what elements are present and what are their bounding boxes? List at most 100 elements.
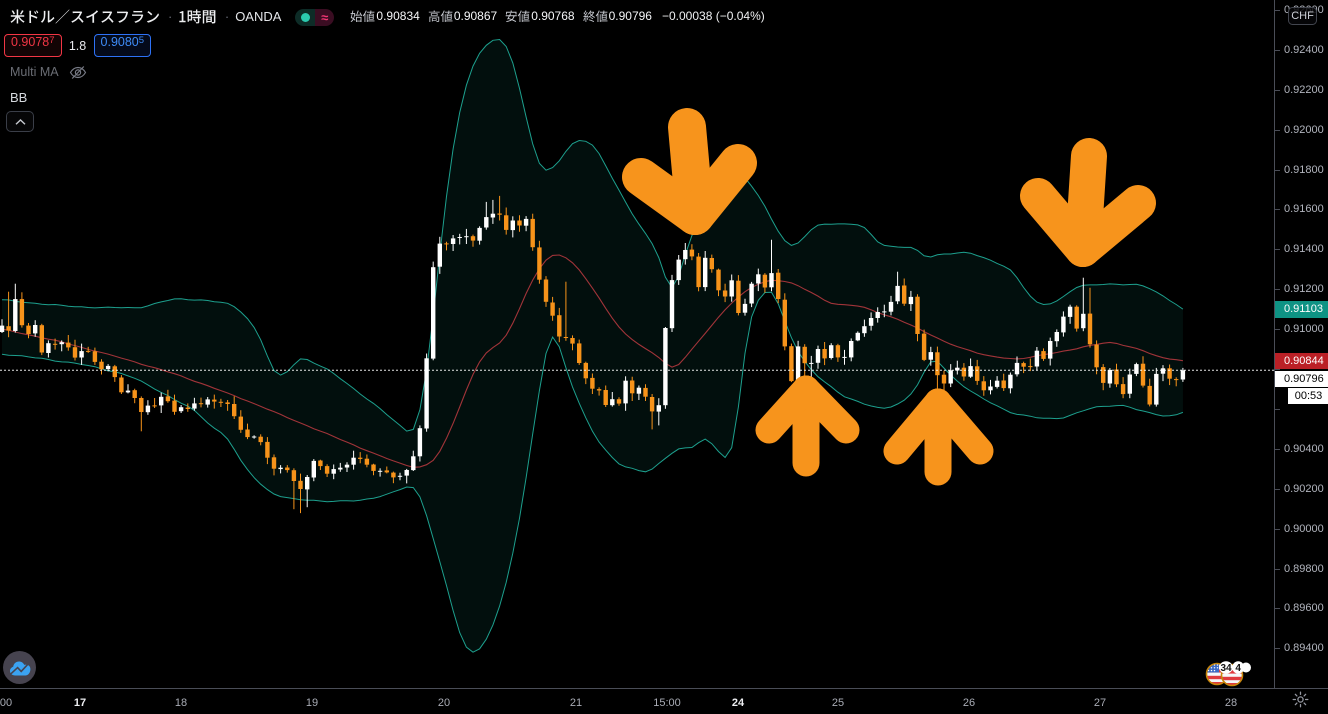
candle-body	[769, 273, 774, 288]
candle-body	[643, 387, 648, 397]
candle-body	[172, 400, 177, 412]
price-axis[interactable]: 0.926000.924000.922000.920000.918000.916…	[1274, 0, 1328, 688]
legend-collapse-button[interactable]	[6, 111, 34, 132]
price-tick	[1275, 408, 1280, 410]
candle-body	[961, 367, 967, 377]
candle-body	[132, 390, 137, 398]
candle-body	[888, 301, 894, 312]
candle-body	[165, 396, 171, 402]
candle-body	[431, 267, 436, 359]
candle-body	[523, 218, 529, 226]
candle-body	[762, 274, 768, 288]
candle-body	[921, 333, 927, 360]
eye-hidden-icon[interactable]	[69, 65, 87, 80]
approx-data-icon: ≈	[314, 8, 335, 26]
candle-body	[318, 460, 323, 467]
separator-dot: ·	[168, 8, 173, 24]
price-tick	[1275, 169, 1280, 171]
candle-body	[676, 259, 681, 281]
candle-body	[689, 249, 695, 257]
candle-body	[570, 338, 575, 344]
candle-body	[218, 401, 224, 403]
candle-body	[258, 436, 263, 443]
candle-body	[543, 279, 549, 302]
candle-body	[1074, 306, 1079, 329]
time-label: 18	[174, 697, 188, 709]
candle-body	[377, 470, 383, 472]
candle-body	[384, 470, 389, 473]
time-label: 17	[73, 697, 87, 709]
candle-body	[490, 213, 496, 218]
candle-body	[13, 299, 18, 331]
candle-body	[1180, 370, 1186, 380]
arrow-down-annotation[interactable]	[1020, 138, 1156, 267]
candle-body	[882, 311, 887, 313]
exchange-name[interactable]: OANDA	[235, 8, 282, 24]
candle-body	[424, 358, 429, 429]
candle-body	[1174, 379, 1179, 381]
price-label: 0.90400	[1284, 442, 1324, 455]
currency-toggle-button[interactable]: CHF	[1288, 6, 1317, 25]
candle-body	[1101, 367, 1106, 383]
arrow-up-annotation[interactable]	[755, 375, 860, 477]
candle-body	[19, 299, 25, 326]
candle-body	[159, 396, 164, 406]
candle-body	[205, 399, 210, 405]
candle-body	[225, 402, 230, 404]
candle-body	[437, 243, 442, 267]
candle-body	[79, 351, 84, 358]
arrow-up-annotation[interactable]	[883, 388, 994, 486]
candle-body	[1087, 313, 1093, 345]
candle-body	[955, 367, 960, 371]
price-tick	[1275, 528, 1280, 530]
candle-body	[1154, 373, 1159, 405]
candle-body	[99, 361, 104, 370]
settings-gear-icon[interactable]	[1292, 691, 1309, 708]
candle-body	[590, 377, 595, 389]
candle-body	[1134, 364, 1139, 374]
price-label: 0.90000	[1284, 522, 1324, 535]
indicator-legend: Multi MA BB	[10, 64, 87, 106]
economic-events-badge[interactable]: 34 4	[1202, 651, 1254, 687]
arrow-down-annotation[interactable]	[622, 108, 757, 235]
price-label: 0.89600	[1284, 602, 1324, 615]
candle-body	[6, 326, 11, 331]
candle-body	[835, 345, 841, 358]
candle-body	[46, 343, 51, 353]
candle-body	[577, 343, 582, 363]
indicator-row-bb[interactable]: BB	[10, 90, 87, 106]
candle-body	[238, 416, 243, 430]
candle-body	[417, 428, 423, 457]
candle-body	[397, 475, 403, 477]
candle-body	[1041, 351, 1046, 359]
sell-button[interactable]: 0.9078 7	[4, 34, 62, 57]
candle-body	[1054, 332, 1059, 342]
candle-body	[1061, 316, 1066, 333]
candle-body	[278, 467, 283, 470]
spread-value: 1.8	[68, 38, 87, 53]
logo-button[interactable]	[3, 651, 36, 684]
time-label: 26	[962, 697, 976, 709]
candle-body	[709, 258, 714, 270]
time-axis[interactable]: 00 17 18 19 20 21 15:00 24 25 26 27 28	[0, 688, 1328, 714]
candle-body	[464, 236, 469, 238]
price-tick	[1275, 289, 1280, 291]
price-tick	[1275, 49, 1280, 51]
candle-body	[351, 457, 356, 465]
candle-body	[1094, 344, 1099, 368]
countdown-badge: 00:53	[1288, 388, 1328, 405]
time-label: 19	[305, 697, 319, 709]
candle-body	[557, 315, 562, 337]
market-status-pill[interactable]: ≈	[295, 8, 335, 26]
price-label: 0.92400	[1284, 43, 1324, 56]
candle-body	[105, 365, 111, 370]
bid-ask-widget: 0.9078 7 1.8 0.9080 5	[4, 34, 152, 57]
indicator-row-multi-ma[interactable]: Multi MA	[10, 64, 87, 80]
buy-button[interactable]: 0.9080 5	[93, 34, 152, 57]
bb-basis-line	[1, 254, 1183, 468]
time-label: 28	[1224, 697, 1238, 709]
candle-body	[802, 346, 807, 364]
candle-body	[1014, 362, 1020, 375]
